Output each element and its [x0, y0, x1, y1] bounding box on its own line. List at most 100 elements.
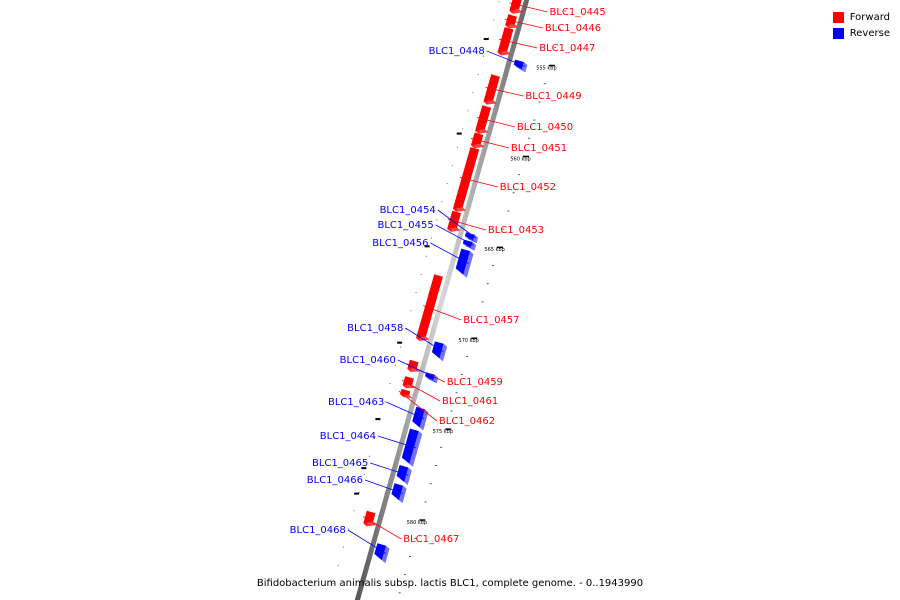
gene-label[interactable]: BLC1_0457 — [463, 315, 519, 326]
gene-blc1-0447[interactable] — [497, 27, 514, 56]
scale-label: 570 kbp — [459, 338, 479, 344]
gene-leader-line — [470, 137, 509, 149]
gene-label[interactable]: BLC1_0455 — [377, 220, 433, 231]
gene-side-face — [381, 545, 390, 564]
gene-end-face — [431, 352, 443, 362]
gene-side-face — [404, 467, 412, 485]
gene-blc1-0457[interactable] — [416, 274, 443, 341]
tick-marks: 555 kbp 560 kbp 565 kbp 570 kbp 575 kbp 580 k… — [332, 1, 567, 594]
gene-blc1-0452[interactable] — [452, 147, 480, 212]
gene-label[interactable]: BLC1_0452 — [500, 182, 556, 193]
gene-body — [471, 132, 484, 146]
gene-blc1-0445[interactable] — [509, 0, 523, 14]
gene-blc1-0446[interactable] — [505, 14, 519, 29]
gene-body — [455, 248, 470, 275]
scale-label: 560 kbp — [510, 156, 530, 162]
gene-blc1-0454[interactable] — [464, 232, 479, 244]
gene-label[interactable]: BLC1_0454 — [380, 205, 436, 216]
legend-label-forward: Forward — [849, 11, 890, 23]
gene-blc1-0449[interactable] — [483, 74, 500, 105]
gene-label[interactable]: BLC1_0450 — [517, 122, 573, 133]
gene-label[interactable]: BLC1_0466 — [307, 475, 363, 486]
gene-side-face — [439, 343, 448, 362]
gene-body — [452, 147, 480, 209]
gene-blc1-0468[interactable] — [374, 543, 390, 564]
gene-label[interactable]: BLC1_0447 — [539, 43, 595, 54]
gene-body — [412, 406, 425, 428]
gene-body — [431, 341, 444, 359]
gene-leader-line — [499, 38, 538, 49]
gene-leader-line — [486, 50, 525, 67]
gene-body — [462, 239, 473, 248]
gene-label[interactable]: BLC1_0458 — [347, 323, 403, 334]
gene-side-face — [463, 251, 474, 278]
legend-label-reverse: Reverse — [849, 27, 890, 39]
gene-label[interactable]: BLC1_0446 — [545, 23, 601, 34]
gene-label[interactable]: BLC1_0460 — [340, 355, 396, 366]
scale-label: 580 kbp — [407, 520, 427, 526]
gene-leader-line — [504, 18, 543, 29]
legend-item-forward: Forward — [832, 9, 890, 25]
gene-label[interactable]: BLC1_0461 — [442, 396, 498, 407]
gene-label[interactable]: BLC1_0445 — [550, 7, 606, 18]
gene-end-face — [462, 243, 475, 251]
scale-label: 555 kbp — [536, 65, 556, 71]
gene-blc1-0451[interactable] — [471, 132, 485, 149]
gene-blc1-0465[interactable] — [396, 465, 412, 485]
gene-body — [497, 27, 514, 53]
legend-swatch-reverse — [832, 27, 844, 39]
gene-label[interactable]: BLC1_0453 — [488, 225, 544, 236]
gene-label[interactable]: BLC1_0468 — [290, 525, 346, 536]
gene-leader-line — [509, 2, 548, 13]
scale-label: 565 kbp — [484, 247, 504, 253]
gene-end-face — [513, 64, 526, 73]
gene-side-face — [409, 431, 423, 467]
gene-side-face — [399, 485, 407, 504]
gene-end-face — [505, 24, 519, 29]
gene-blc1-0466[interactable] — [391, 483, 407, 504]
gene-label[interactable]: BLC1_0462 — [439, 416, 495, 427]
gene-label[interactable]: BLC1_0467 — [403, 534, 459, 545]
scale-label: 575 kbp — [433, 429, 453, 435]
gene-side-face — [521, 62, 528, 73]
gene-body — [400, 388, 411, 396]
gene-label[interactable]: BLC1_0465 — [312, 458, 368, 469]
gene-leader-line — [485, 87, 524, 97]
gene-leader-line — [398, 390, 438, 422]
legend: Forward Reverse — [832, 9, 890, 41]
genome-axis — [354, 0, 530, 600]
gene-side-face — [419, 409, 429, 431]
gene-blc1-0450[interactable] — [475, 105, 492, 134]
gene-end-face — [509, 9, 523, 14]
gene-leader-line — [405, 327, 444, 353]
gene-leader-line — [437, 209, 477, 239]
gene-leader-line — [459, 177, 498, 188]
gene-leader-line — [362, 516, 402, 540]
gene-end-face — [464, 236, 477, 244]
gene-blc1-0467[interactable] — [363, 510, 377, 527]
gene-leader-line — [386, 401, 425, 420]
gene-label[interactable]: BLC1_0451 — [511, 143, 567, 154]
gene-label[interactable]: BLC1_0459 — [447, 377, 503, 388]
gene-blc1-0448[interactable] — [513, 59, 528, 73]
gene-blc1-0463[interactable] — [412, 406, 429, 431]
gene-blc1-0458[interactable] — [431, 341, 448, 362]
gene-body — [416, 274, 443, 338]
legend-swatch-forward — [832, 11, 844, 23]
gene-label[interactable]: BLC1_0456 — [372, 238, 428, 249]
gene-body — [483, 74, 500, 102]
gene-label[interactable]: BLC1_0448 — [429, 46, 485, 57]
gene-leader-line — [435, 224, 474, 246]
legend-item-reverse: Reverse — [832, 25, 890, 41]
gene-blc1-0459[interactable] — [407, 359, 421, 372]
gene-body — [505, 14, 517, 26]
gene-label[interactable]: BLC1_0449 — [525, 91, 581, 102]
gene-leader-line — [347, 529, 387, 554]
gene-leader-line — [423, 305, 462, 321]
gene-blc1-0456[interactable] — [455, 248, 474, 278]
gene-end-face — [475, 129, 489, 134]
gene-label[interactable]: BLC1_0464 — [320, 431, 376, 442]
gene-body — [363, 510, 376, 524]
gene-label[interactable]: BLC1_0463 — [328, 397, 384, 408]
